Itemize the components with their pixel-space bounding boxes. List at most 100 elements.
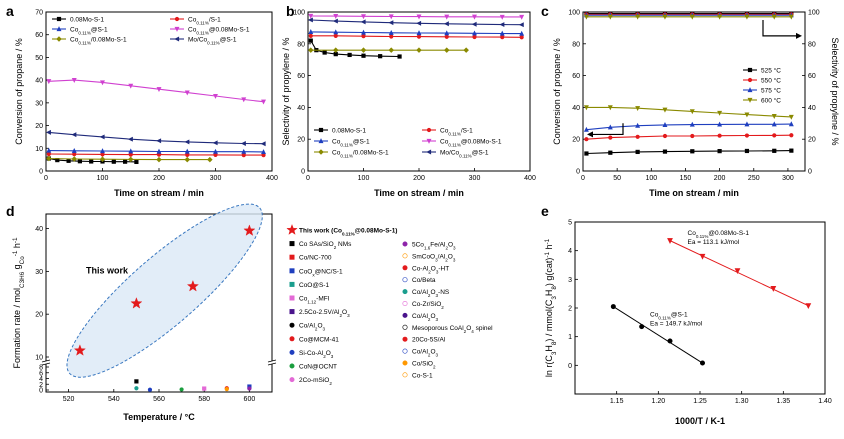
data-point [717,110,723,116]
legend-label: Co/Al2O3 [299,323,326,332]
y-tick-label: 40 [297,105,305,112]
data-point [639,324,645,330]
data-point [185,152,190,157]
legend-label: 5Co1.6Fe/Al2O3 [412,242,456,251]
data-point [584,151,589,156]
legend-marker [402,336,408,342]
x-tick-label: 100 [358,175,370,182]
x-tick-label: 600 [244,396,256,403]
legend-label: 575 °C [761,87,781,95]
data-point [46,79,52,85]
legend-marker [289,336,295,342]
legend-marker [747,87,753,93]
legend-label: 2.5Co-2.5V/Al2O3 [299,309,350,318]
y-tick-label: 30 [35,269,43,276]
data-point [499,14,505,20]
data-point [771,14,777,20]
y-tick-label: 40 [572,105,580,112]
data-point [788,121,794,127]
y-right-tick-label: 40 [808,105,816,112]
data-point [744,133,750,138]
data-point [788,14,794,20]
data-point [662,14,668,20]
data-point [361,53,366,58]
data-point [156,156,162,163]
y-tick-label: 5 [568,220,572,227]
data-point [443,47,450,53]
legend-marker [289,322,295,328]
panel-letter: b [286,3,295,19]
y-tick-label: 4 [39,376,43,383]
legend-marker [402,312,408,318]
data-point [361,14,366,20]
data-point [789,148,794,153]
x-tick-label: 200 [714,175,726,182]
legend-label: Si-Co-Al2O3 [299,350,334,359]
y-tick-label: 70 [35,10,43,17]
y-tick-label: 100 [568,10,580,17]
fit-line [613,306,703,364]
series-label: Co0.11%@0.08Mo-S-1 [688,230,750,239]
data-point [744,121,750,127]
data-point [212,140,218,146]
legend-label: SmCoO3/Al2O3 [412,253,456,262]
legend-label: 0.08Mo-S-1 [332,128,366,135]
y-tick-label: 6 [39,370,43,377]
series-line [48,79,264,103]
panel-d-legend: This work (Co0.11%@0.08Mo-S-1) Co SAs/SiO… [286,224,493,386]
legend-marker [174,36,180,42]
x-axis-label: Time on stream / min [374,188,464,198]
legend-marker [289,254,295,260]
arrow-left-head-icon [587,131,593,138]
legend-label: CoO@S-1 [299,282,329,289]
series-note: Ea = 113.1 kJ/mol [688,239,740,246]
legend-label: Co-Al2O3-HT [412,265,449,274]
data-point [333,33,338,38]
legend-label: Mesoporous CoAl2O4 spinel [412,325,493,334]
panel-letter: d [6,203,15,219]
x-tick-label: 1.25 [693,398,707,405]
legend-marker [289,349,295,355]
legend-marker [402,289,408,295]
legend-label: 525 °C [761,67,781,75]
x-tick-label: 520 [63,396,75,403]
axis-break-right-mark [267,359,277,366]
data-point [361,29,366,35]
data-point [583,14,589,20]
data-point [388,29,394,35]
y-tick-label: 10 [35,355,43,362]
data-point [699,360,705,366]
series-line [310,15,522,18]
data-point [308,47,314,53]
x-tick-label: 300 [469,175,481,182]
series-label: Co0.11%@S-1 [650,312,688,321]
y-axis-label: Conversion of propane / % [14,38,24,145]
legend-label: Co/Al2O3 [412,313,439,322]
x-tick-label: 1.20 [652,398,666,405]
data-point [788,114,794,120]
legend-marker [747,67,753,73]
y-tick-label: 0 [39,169,43,176]
data-point [89,159,94,164]
legend-marker [289,241,295,247]
axis-break-left [42,361,50,364]
data-point [241,148,247,154]
data-point [308,38,313,43]
data-point [213,148,218,154]
data-point [583,126,589,132]
legend-label: CoN@OCNT [299,364,337,371]
data-point [261,99,266,105]
series-line [48,131,264,145]
data-point [388,14,394,20]
data-point [772,148,777,153]
data-point [518,22,524,28]
data-point [213,93,218,99]
data-point [378,54,383,59]
y-tick-label: 0 [301,169,305,176]
y-axis-label: Formation rate / molC3H6 gCo-1 h-1 [12,237,26,368]
data-point [128,148,134,154]
panel-letter: e [541,203,549,219]
legend-label: Mo/Co0.11%@S-1 [188,37,237,46]
legend-label: Co-Zr/SiO2 [412,301,444,310]
data-point [584,137,589,142]
